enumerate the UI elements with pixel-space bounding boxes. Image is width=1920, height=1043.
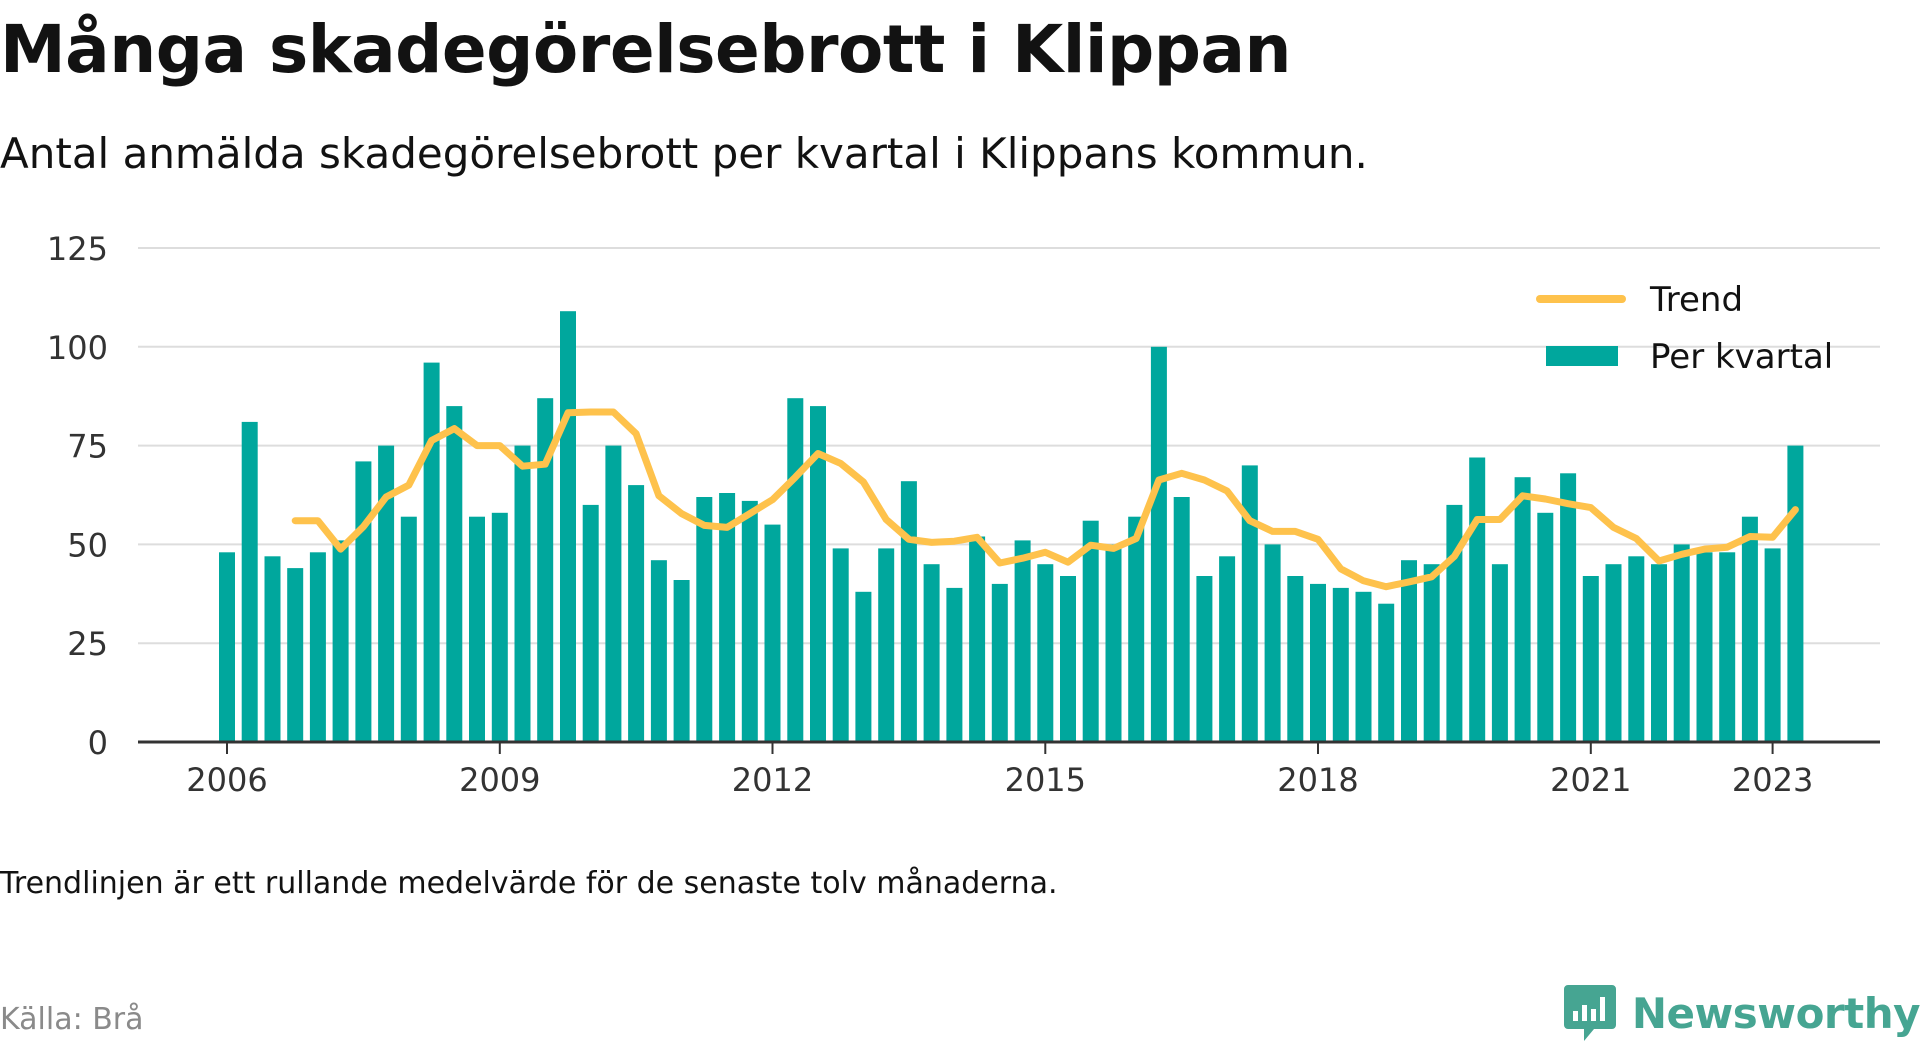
bar-2016K4 <box>1196 576 1213 742</box>
bar-2016K1 <box>1128 516 1145 742</box>
x-tick-label: 2009 <box>459 761 540 799</box>
bar-2009K4 <box>560 311 576 742</box>
bar-2019K2 <box>1423 564 1440 742</box>
x-tick-label: 2018 <box>1277 761 1358 799</box>
bar-2011K4 <box>741 500 758 742</box>
bar-2020K2 <box>1514 477 1531 742</box>
bar-2006K4 <box>287 568 304 742</box>
y-tick-label: 100 <box>47 329 108 367</box>
bar-2008K4 <box>469 516 485 742</box>
bar-2013K1 <box>855 591 872 742</box>
chart-title: Många skadegörelsebrott i Klippan <box>0 11 1291 88</box>
brand-name: Newsworthy <box>1631 988 1920 1038</box>
chart-subtitle: Antal anmälda skadegörelsebrott per kvar… <box>0 129 1368 178</box>
bar-2022K2 <box>1696 552 1713 742</box>
bar-2009K2 <box>514 445 531 742</box>
bar-2018K1 <box>1310 583 1326 742</box>
bar-2010K2 <box>605 445 622 742</box>
bar-2017K4 <box>1287 576 1304 742</box>
bar-2012K4 <box>832 548 849 742</box>
bar-2021K4 <box>1651 564 1667 742</box>
bar-2019K4 <box>1469 457 1486 742</box>
bar-2013K3 <box>900 481 917 742</box>
bar-2022K4 <box>1741 516 1758 742</box>
bar-2015K3 <box>1082 520 1099 742</box>
y-tick-label: 50 <box>67 526 108 564</box>
legend-swatch-per-kvartal <box>1546 346 1618 366</box>
bar-2006K2 <box>241 421 258 742</box>
bar-2008K3 <box>446 406 463 742</box>
bar-2010K4 <box>650 560 667 742</box>
bar-2017K3 <box>1264 544 1281 742</box>
y-tick-label: 25 <box>67 625 108 663</box>
y-tick-label: 0 <box>88 724 108 762</box>
bar-2011K1 <box>673 580 690 742</box>
bar-2013K2 <box>878 548 895 742</box>
bar-2006K3 <box>264 556 281 742</box>
legend-label-trend: Trend <box>1649 280 1743 320</box>
bar-2018K2 <box>1332 587 1349 742</box>
bar-2021K1 <box>1582 576 1599 742</box>
brand-logo[interactable]: Newsworthy <box>1563 983 1920 1043</box>
bar-2015K2 <box>1060 576 1076 742</box>
bar-2014K3 <box>991 583 1008 742</box>
bar-2006K1 <box>219 552 235 742</box>
bar-2014K1 <box>946 587 963 742</box>
bar-2019K1 <box>1401 560 1417 742</box>
x-tick-label: 2021 <box>1550 761 1631 799</box>
newsworthy-chart-bubble-icon <box>1563 985 1616 1041</box>
bar-2023K1 <box>1764 548 1781 742</box>
bar-2014K2 <box>969 536 986 742</box>
bar-series-per-kvartal <box>219 311 1804 742</box>
line-series-trend <box>291 408 1799 591</box>
bar-2007K2 <box>332 540 349 742</box>
bar-2007K1 <box>309 552 326 742</box>
bar-2011K2 <box>696 497 713 742</box>
chart-note: Trendlinjen är ett rullande medelvärde f… <box>0 866 1058 901</box>
bar-2020K3 <box>1537 512 1554 742</box>
bar-2015K4 <box>1105 544 1122 742</box>
source-credit: Källa: Brå <box>0 1002 144 1037</box>
trend-line <box>291 408 1799 591</box>
bar-2013K4 <box>923 564 940 742</box>
bar-2019K3 <box>1446 504 1463 742</box>
bar-2020K4 <box>1560 473 1577 742</box>
bar-2016K3 <box>1173 497 1190 742</box>
bar-2017K2 <box>1241 465 1258 742</box>
bar-2009K1 <box>491 512 508 742</box>
bar-2022K3 <box>1719 552 1736 742</box>
bar-2009K3 <box>537 398 554 742</box>
bar-2017K1 <box>1219 556 1236 742</box>
bar-2011K3 <box>719 493 736 742</box>
bar-2008K1 <box>400 516 417 742</box>
x-tick-label: 2012 <box>732 761 813 799</box>
bar-2010K1 <box>582 504 599 742</box>
legend: Trend Per kvartal <box>1536 280 1833 377</box>
bar-2012K1 <box>764 524 781 742</box>
bar-2012K2 <box>787 398 804 742</box>
bar-2008K2 <box>423 362 440 742</box>
x-tick-label: 2015 <box>1005 761 1086 799</box>
bar-2015K1 <box>1037 564 1054 742</box>
bar-2014K4 <box>1014 540 1031 742</box>
x-axis: 2006 2009 2012 2015 2018 2021 2023 <box>138 740 1880 799</box>
x-tick-label: 2023 <box>1732 761 1813 799</box>
x-tick-label: 2006 <box>186 761 267 799</box>
bar-2007K4 <box>378 445 395 742</box>
y-tick-label: 75 <box>67 428 108 466</box>
bar-2007K3 <box>355 461 372 742</box>
bar-2010K3 <box>628 485 645 742</box>
bar-2022K1 <box>1673 544 1690 742</box>
bar-2018K3 <box>1355 591 1372 742</box>
y-tick-label: 125 <box>47 230 108 268</box>
bar-2021K2 <box>1605 564 1622 742</box>
legend-label-per-kvartal: Per kvartal <box>1650 337 1833 377</box>
bar-2016K2 <box>1150 346 1167 742</box>
bar-2018K4 <box>1378 603 1395 742</box>
bar-2021K3 <box>1628 556 1645 742</box>
bar-2020K1 <box>1491 564 1508 742</box>
bar-2012K3 <box>810 406 826 742</box>
bar-2023K2 <box>1787 445 1804 742</box>
